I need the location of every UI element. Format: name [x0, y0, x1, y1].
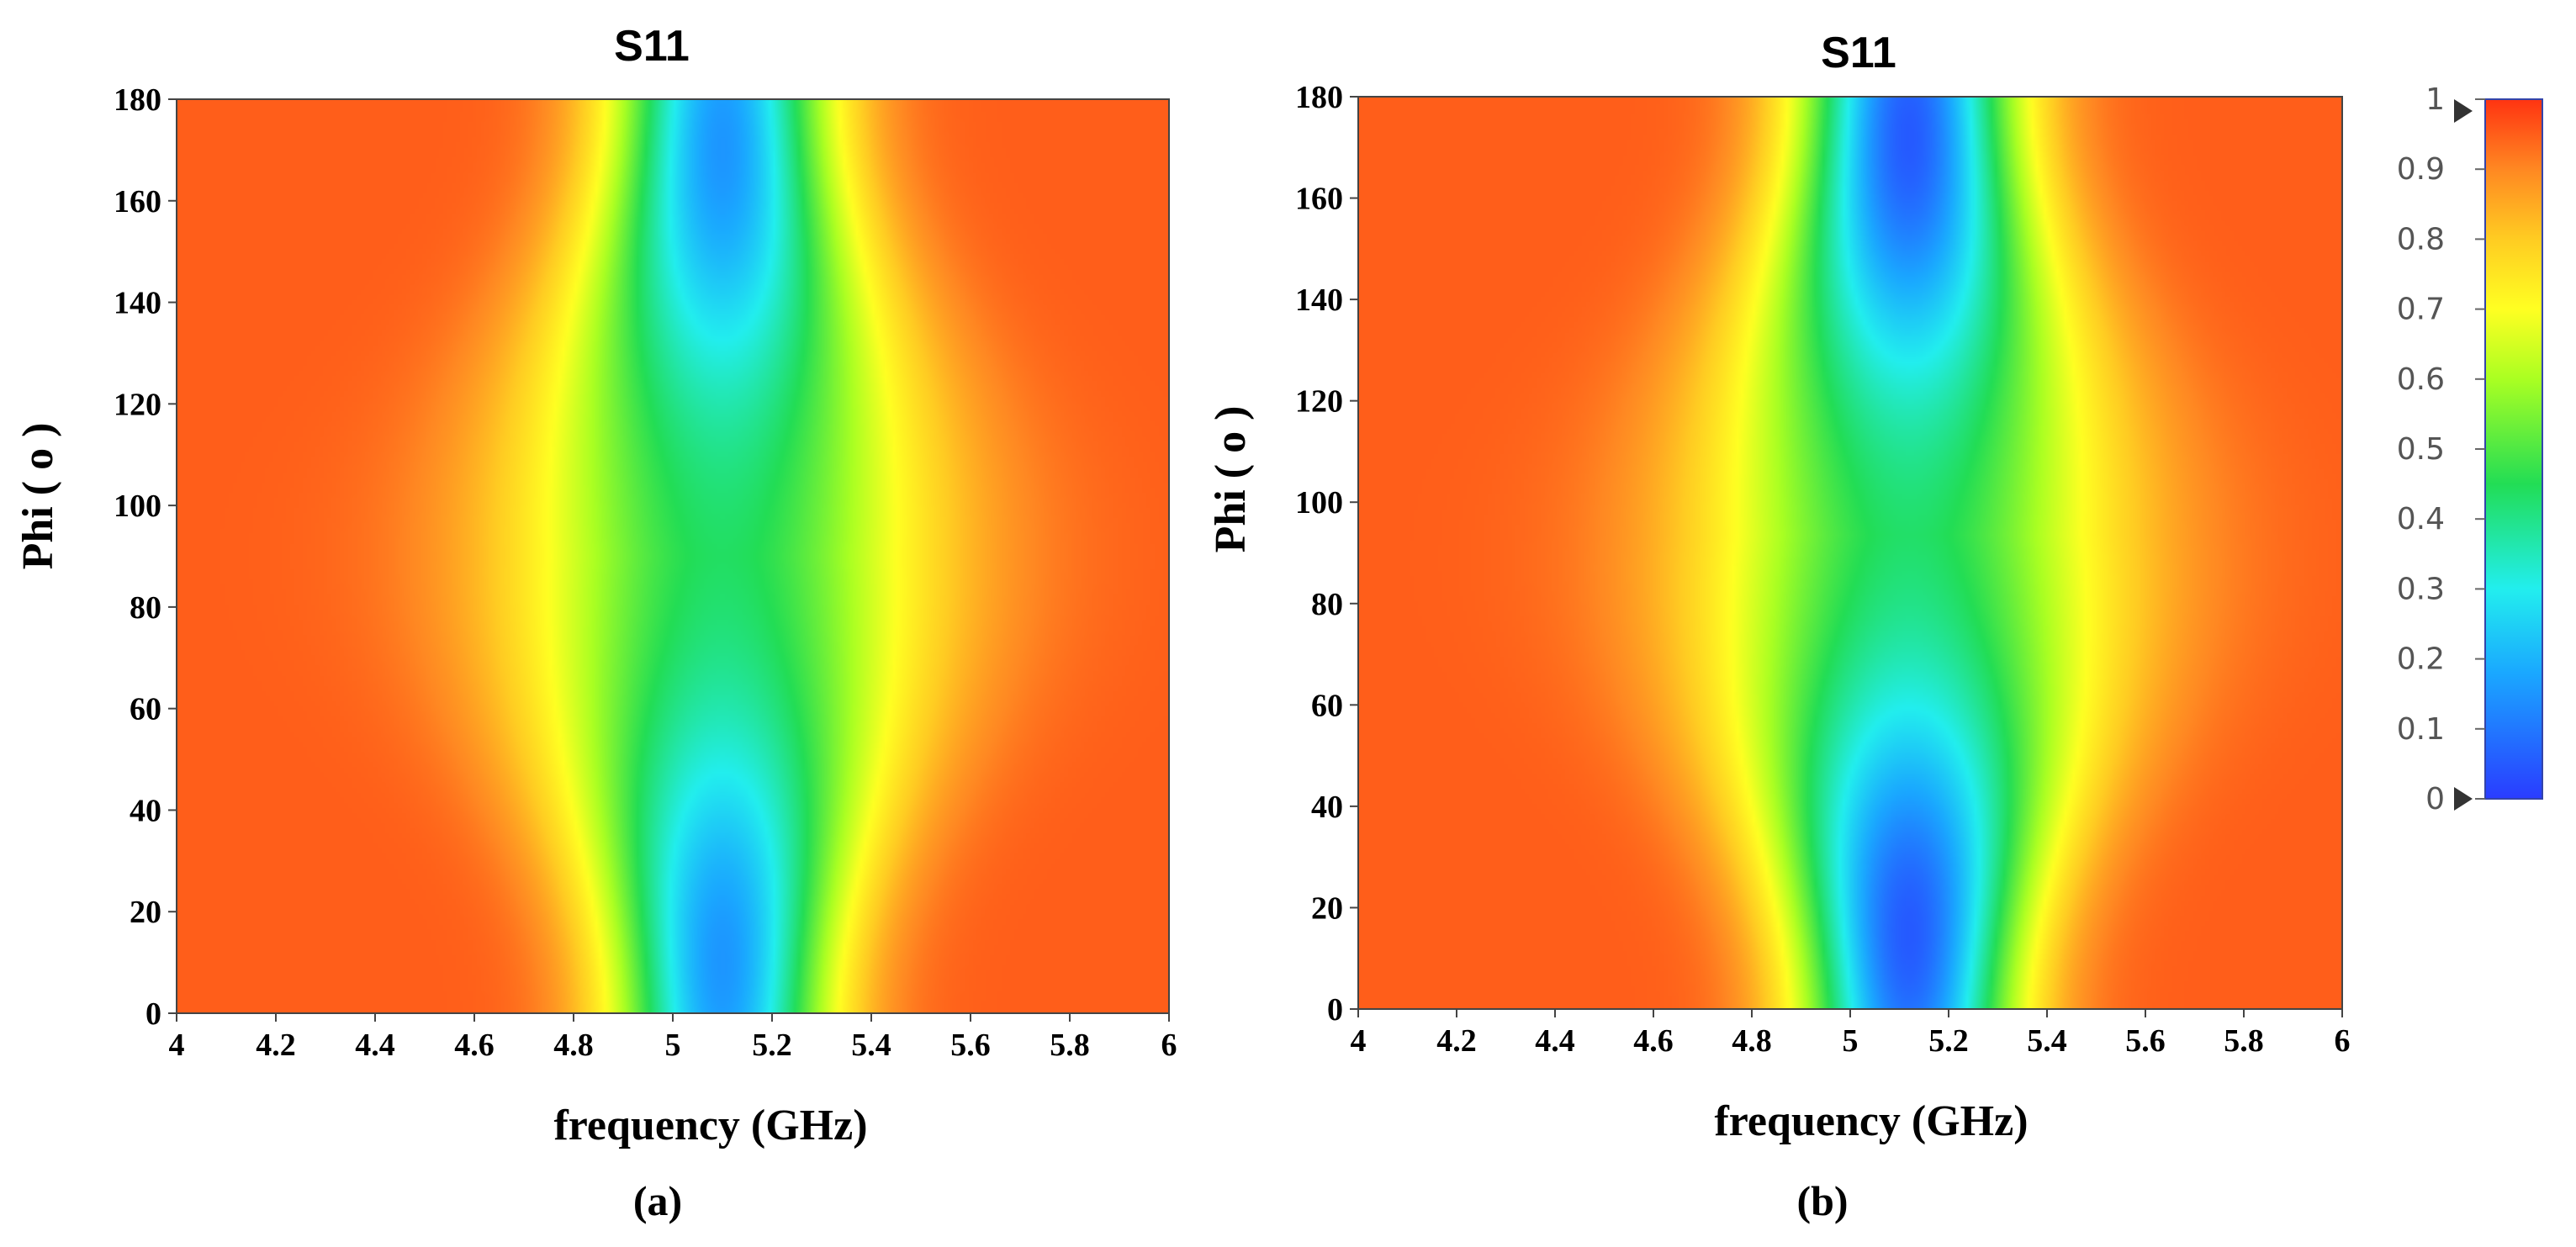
heatmap-image-b — [1358, 97, 2342, 1009]
y-tick-label-b: 60 — [1311, 688, 1343, 723]
x-axis-label-b: frequency (GHz) — [1714, 1097, 2028, 1145]
colorbar-tick-label: 0.8 — [2397, 222, 2445, 256]
y-tick-label-a: 100 — [114, 489, 161, 524]
colorbar-max-marker-icon — [2454, 99, 2473, 123]
chart-title-b: S11 — [1821, 29, 1896, 77]
y-ticks-a: 0 20 40 60 80 100 120 140 160 180 — [114, 82, 177, 1032]
colorbar-tick-label: 0.5 — [2397, 432, 2445, 467]
chart-panel-b: S11 4 4.2 4.4 4.6 4.8 5 5.2 5.4 5.6 5.8 6 0 20 40 60 8… — [1207, 29, 2351, 1224]
y-tick-label-a: 160 — [114, 184, 161, 219]
y-tick-label-a: 60 — [130, 692, 161, 727]
colorbar-tick-label: 0.6 — [2397, 362, 2445, 397]
x-ticks-b: 4 4.2 4.4 4.6 4.8 5 5.2 5.4 5.6 5.8 6 — [1351, 1009, 2351, 1059]
y-tick-label-a: 20 — [130, 895, 161, 930]
x-tick-label-a: 6 — [1161, 1028, 1177, 1063]
colorbar-tick-label: 0.2 — [2397, 642, 2445, 677]
x-tick-label-b: 4.4 — [1535, 1023, 1575, 1059]
y-tick-label-b: 100 — [1295, 485, 1343, 520]
x-tick-label-b: 5.8 — [2224, 1023, 2264, 1059]
colorbar-tick-label: 0.3 — [2397, 572, 2445, 606]
x-tick-label-a: 5.4 — [851, 1028, 891, 1063]
colorbar-tick-label: 0 — [2425, 782, 2445, 816]
x-tick-label-b: 5.4 — [2027, 1023, 2067, 1059]
caption-a: (a) — [633, 1177, 682, 1224]
colorbar-tick-label: 0.7 — [2397, 293, 2445, 327]
x-tick-label-b: 5 — [1843, 1023, 1859, 1059]
y-tick-label-b: 120 — [1295, 384, 1343, 420]
chart-title-a: S11 — [614, 22, 690, 71]
x-tick-label-b: 4.2 — [1436, 1023, 1477, 1059]
x-tick-label-a: 4.6 — [454, 1028, 495, 1063]
colorbar-tick-label: 0.9 — [2397, 152, 2445, 187]
colorbar-tick-label: 1 — [2425, 82, 2445, 117]
x-tick-label-a: 5.2 — [752, 1028, 792, 1063]
x-tick-label-a: 4.8 — [553, 1028, 594, 1063]
colorbar-min-marker-icon — [2454, 787, 2473, 811]
x-tick-label-a: 5 — [665, 1028, 681, 1063]
colorbar: 0 0.1 0.2 0.3 0.4 0.5 0.6 0.7 0.8 0.9 1 — [2397, 82, 2543, 816]
y-tick-label-b: 20 — [1311, 890, 1343, 926]
x-tick-label-b: 4.8 — [1732, 1023, 1772, 1059]
x-axis-label-a: frequency (GHz) — [553, 1102, 867, 1149]
y-tick-label-a: 140 — [114, 286, 161, 321]
x-tick-label-a: 5.6 — [950, 1028, 991, 1063]
colorbar-gradient — [2484, 98, 2543, 800]
y-tick-label-b: 180 — [1295, 80, 1343, 115]
x-tick-label-a: 4.4 — [355, 1028, 395, 1063]
y-tick-label-b: 80 — [1311, 587, 1343, 622]
y-tick-label-b: 160 — [1295, 182, 1343, 217]
heatmap-image-a — [177, 99, 1169, 1013]
x-tick-label-a: 4.2 — [256, 1028, 296, 1063]
y-tick-label-a: 0 — [145, 996, 161, 1032]
y-tick-label-a: 120 — [114, 387, 161, 422]
chart-panel-a: S11 4 4.2 4.4 4.6 4.8 5 5.2 5.4 5.6 5.8 6 0 20 40 60 8… — [14, 22, 1177, 1224]
y-tick-label-a: 40 — [130, 793, 161, 828]
x-tick-label-b: 5.6 — [2125, 1023, 2166, 1059]
x-tick-label-a: 5.8 — [1050, 1028, 1090, 1063]
x-tick-label-a: 4 — [169, 1028, 185, 1063]
x-tick-label-b: 4 — [1351, 1023, 1367, 1059]
x-tick-label-b: 5.2 — [1928, 1023, 1969, 1059]
x-tick-label-b: 6 — [2335, 1023, 2351, 1059]
y-axis-label-a: Phi ( o ) — [14, 423, 62, 570]
y-axis-label-b: Phi ( o ) — [1207, 406, 1255, 553]
colorbar-tick-label: 0.4 — [2397, 502, 2445, 536]
x-tick-label-b: 4.6 — [1633, 1023, 1674, 1059]
y-tick-label-b: 140 — [1295, 283, 1343, 318]
colorbar-tick-label: 0.1 — [2397, 712, 2445, 747]
y-tick-label-a: 80 — [130, 590, 161, 626]
y-tick-label-a: 180 — [114, 82, 161, 118]
x-ticks-a: 4 4.2 4.4 4.6 4.8 5 5.2 5.4 5.6 5.8 6 — [169, 1013, 1177, 1063]
y-ticks-b: 0 20 40 60 80 100 120 140 160 180 — [1295, 80, 1358, 1028]
colorbar-ticks: 0 0.1 0.2 0.3 0.4 0.5 0.6 0.7 0.8 0.9 1 — [2397, 82, 2485, 816]
caption-b: (b) — [1796, 1177, 1848, 1224]
y-tick-label-b: 0 — [1327, 992, 1343, 1028]
y-tick-label-b: 40 — [1311, 790, 1343, 825]
